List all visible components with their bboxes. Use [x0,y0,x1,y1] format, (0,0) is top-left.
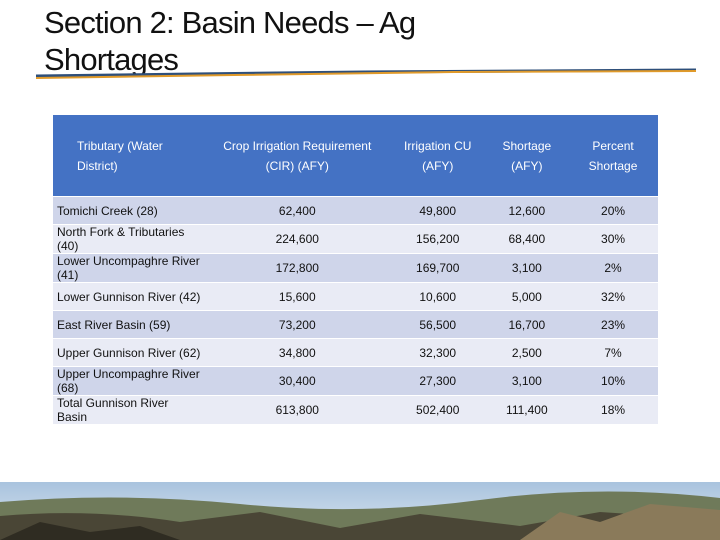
cell: 18% [568,395,658,424]
cell: 30% [568,224,658,254]
row-label: North Fork & Tributaries (40) [53,224,205,254]
cell: 10,600 [389,282,486,311]
table-row: Total Gunnison River Basin 613,800 502,400… [53,395,658,424]
cell: 2% [568,253,658,283]
table-row: Upper Gunnison River (62) 34,800 32,300 2,5… [53,338,658,367]
cell: 224,600 [204,224,390,254]
header-row: Tributary (Water District) Crop Irrigatio… [53,115,658,197]
title-underline [35,68,697,79]
cell: 2,500 [485,338,569,367]
table-row: Lower Gunnison River (42) 15,600 10,600 5,0… [53,282,658,311]
cell: 156,200 [389,224,486,254]
row-label: Upper Gunnison River (62) [53,338,205,367]
table-row: North Fork & Tributaries (40) 224,600 156,… [53,224,658,254]
cell: 3,100 [485,366,569,396]
cell: 111,400 [485,395,569,424]
cell: 12,600 [485,196,569,225]
column-header: Crop Irrigation Requirement (CIR) (AFY) [204,115,390,197]
landscape-photo [0,482,720,540]
cell: 73,200 [204,310,390,339]
cell: 56,500 [389,310,486,339]
cell: 20% [568,196,658,225]
row-label: Tomichi Creek (28) [53,196,205,225]
cell: 16,700 [485,310,569,339]
cell: 32% [568,282,658,311]
slide-title: Section 2: Basin Needs – Ag Shortages [44,5,416,77]
column-header: Shortage (AFY) [485,115,569,197]
cell: 27,300 [389,366,486,396]
table-row: Upper Uncompaghre River (68) 30,400 27,300… [53,366,658,396]
cell: 5,000 [485,282,569,311]
cell: 7% [568,338,658,367]
row-label: Lower Gunnison River (42) [53,282,205,311]
cell: 49,800 [389,196,486,225]
table-row: Lower Uncompaghre River (41) 172,800 169,7… [53,253,658,283]
shortage-table: Tributary (Water District) Crop Irrigatio… [53,115,658,424]
row-label: Lower Uncompaghre River (41) [53,253,205,283]
cell: 32,300 [389,338,486,367]
cell: 34,800 [204,338,390,367]
row-label: East River Basin (59) [53,310,205,339]
cell: 3,100 [485,253,569,283]
column-header: Tributary (Water District) [53,115,205,197]
cell: 30,400 [204,366,390,396]
row-label: Upper Uncompaghre River (68) [53,366,205,396]
row-label: Total Gunnison River Basin [53,395,205,424]
cell: 172,800 [204,253,390,283]
column-header: Percent Shortage [568,115,658,197]
cell: 10% [568,366,658,396]
cell: 68,400 [485,224,569,254]
cell: 502,400 [389,395,486,424]
table-row: East River Basin (59) 73,200 56,500 16,700 2… [53,310,658,339]
column-header: Irrigation CU (AFY) [389,115,486,197]
table-row: Tomichi Creek (28) 62,400 49,800 12,600 20% [53,196,658,225]
cell: 613,800 [204,395,390,424]
cell: 23% [568,310,658,339]
cell: 62,400 [204,196,390,225]
cell: 169,700 [389,253,486,283]
table-body: Tomichi Creek (28) 62,400 49,800 12,600 20% N… [53,196,658,424]
cell: 15,600 [204,282,390,311]
